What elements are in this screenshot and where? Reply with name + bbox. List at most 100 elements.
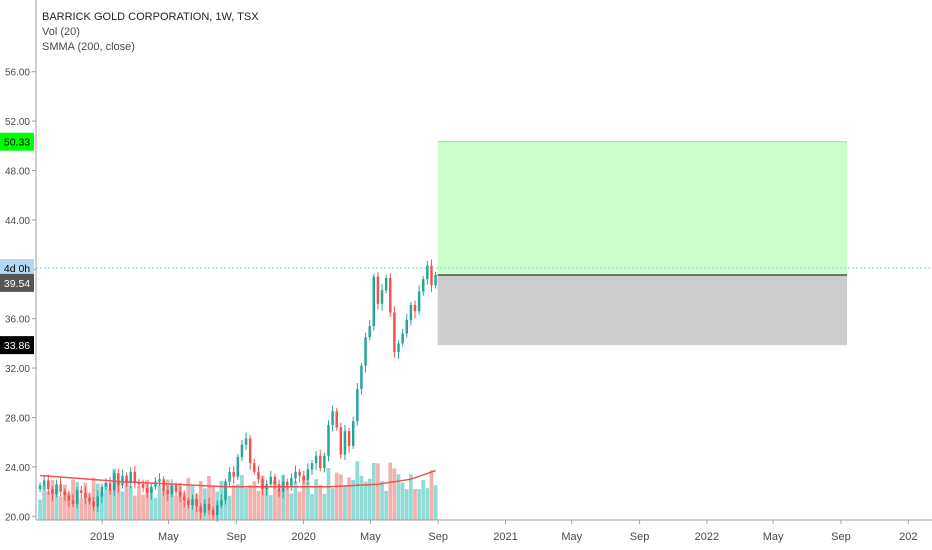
- volume-bar: [170, 485, 174, 520]
- y-tick-label: 52.00: [5, 117, 30, 128]
- candle-body: [207, 503, 211, 511]
- symbol-label[interactable]: BARRICK GOLD CORPORATION, 1W, TSX: [42, 11, 259, 23]
- candle-body: [421, 279, 425, 292]
- volume-bar: [429, 470, 434, 520]
- smma-layer: [40, 469, 436, 488]
- volume-bar: [38, 499, 42, 520]
- volume-bar: [132, 495, 137, 520]
- volume-bar: [87, 492, 92, 520]
- candle-body: [380, 290, 384, 304]
- candle-body: [42, 480, 46, 486]
- volume-bar: [338, 474, 343, 520]
- volume-bar: [376, 463, 380, 520]
- volume-bar: [240, 475, 244, 520]
- loss-zone[interactable]: [437, 274, 848, 346]
- candle-body: [405, 319, 408, 334]
- candle-body: [417, 291, 421, 312]
- x-tick-label: May: [360, 531, 381, 543]
- volume-bar: [137, 486, 141, 520]
- candles-layer: [38, 259, 437, 522]
- volume-bar: [293, 481, 298, 520]
- candle-body: [409, 305, 413, 320]
- volume-bar: [322, 494, 327, 520]
- volume-bar: [404, 489, 409, 520]
- candle-body: [277, 484, 281, 492]
- volume-indicator-label[interactable]: Vol (20): [42, 26, 80, 38]
- candle-body: [257, 471, 260, 480]
- target-price-badge-bg: [0, 132, 34, 151]
- volume-bar: [153, 497, 158, 520]
- volume-bar: [256, 491, 261, 520]
- candle-body: [240, 444, 244, 458]
- volume-bar: [161, 488, 166, 520]
- x-tick-label: May: [158, 531, 179, 543]
- candle-body: [150, 486, 153, 493]
- candle-body: [92, 501, 95, 507]
- volume-bar: [157, 485, 162, 520]
- candle-body: [55, 484, 58, 495]
- volume-bar: [318, 485, 323, 520]
- volume-bar: [417, 489, 421, 520]
- candle-body: [183, 496, 186, 501]
- candle-body: [372, 276, 376, 327]
- volume-bar: [198, 481, 203, 520]
- profit-zone[interactable]: [437, 141, 848, 275]
- volume-bar: [330, 488, 335, 520]
- candle-body: [393, 312, 396, 353]
- candle-body: [220, 500, 223, 506]
- volume-bar: [273, 481, 277, 520]
- candle-body: [191, 499, 194, 506]
- volume-bar: [380, 481, 384, 520]
- candle-body: [59, 484, 62, 492]
- x-tick-label: 2020: [291, 531, 315, 543]
- smma-indicator-label[interactable]: SMMA (200, close): [42, 41, 135, 53]
- volume-bar: [367, 478, 372, 520]
- candle-body: [199, 506, 202, 513]
- volume-bar: [149, 488, 154, 520]
- volume-bar: [248, 485, 253, 520]
- last-price-badge-bg: [0, 273, 34, 292]
- volume-bar: [124, 479, 129, 520]
- last-price-badge: 39.54: [4, 278, 30, 290]
- x-tick-label: 202: [899, 531, 917, 543]
- candle-body: [401, 333, 404, 344]
- countdown-badge: 4d 0h: [4, 263, 30, 275]
- candle-body: [298, 471, 301, 476]
- volume-bar: [174, 496, 178, 520]
- target-price-badge: 50.33: [4, 137, 30, 149]
- candle-body: [71, 500, 75, 504]
- position-zones[interactable]: [437, 141, 848, 346]
- volume-bar: [235, 484, 240, 520]
- candle-body: [343, 431, 347, 455]
- candle-body: [47, 480, 50, 490]
- candle-body: [351, 421, 355, 446]
- x-tick-label: Sep: [831, 531, 851, 543]
- candle-body: [236, 457, 240, 477]
- x-tick-label: May: [763, 531, 784, 543]
- candle-body: [413, 305, 417, 312]
- y-tick-label: 20.00: [5, 512, 30, 523]
- volume-bar: [306, 481, 310, 520]
- candle-body: [376, 276, 380, 304]
- candle-body: [215, 505, 219, 516]
- candle-body: [232, 471, 235, 477]
- volume-bar: [100, 492, 104, 520]
- volume-bar: [42, 484, 47, 520]
- candle-body: [51, 489, 54, 495]
- volume-bar: [58, 496, 63, 520]
- volume-bar: [355, 461, 360, 520]
- y-tick-label: 28.00: [5, 413, 30, 424]
- candle-body: [121, 475, 124, 486]
- candle-body: [117, 473, 120, 486]
- candle-body: [38, 485, 42, 490]
- y-tick-label: 36.00: [5, 315, 30, 326]
- volume-bar: [227, 495, 232, 520]
- candle-body: [347, 431, 351, 446]
- candle-body: [430, 265, 433, 286]
- volume-bar: [334, 472, 339, 520]
- candle-body: [228, 471, 231, 482]
- volume-bar: [409, 474, 413, 520]
